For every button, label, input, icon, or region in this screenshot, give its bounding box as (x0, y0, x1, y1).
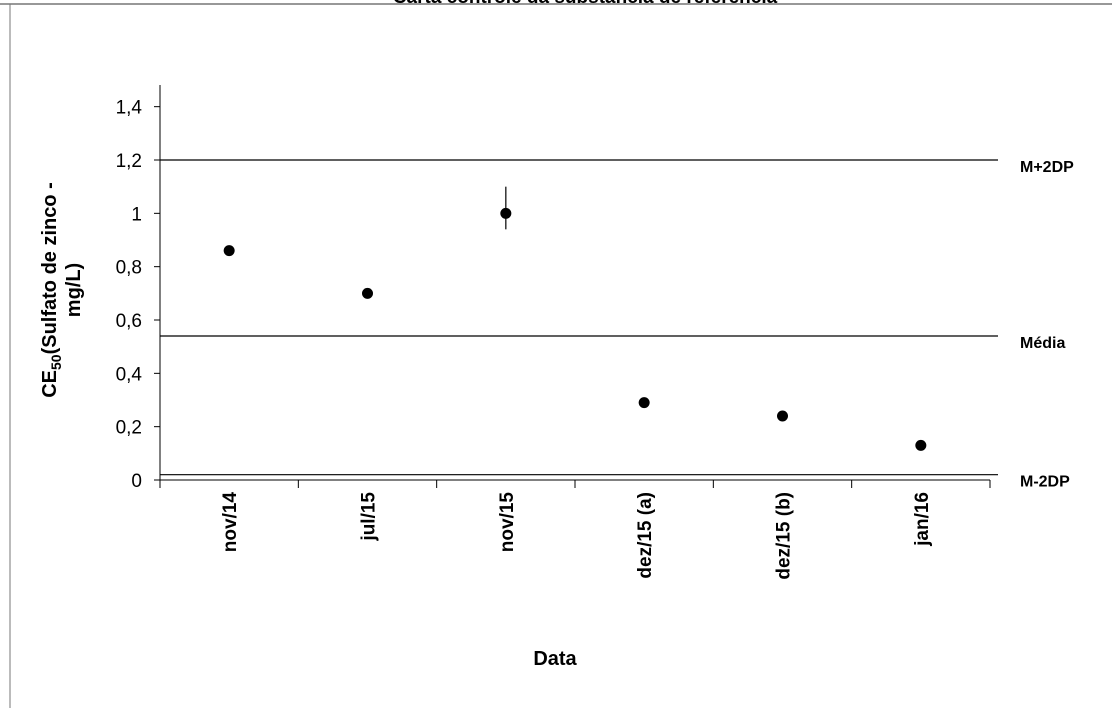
data-point (777, 410, 788, 422)
y-tick-label: 0,8 (116, 258, 142, 279)
chart-title: Carta controle da substância de referênc… (393, 0, 778, 8)
y-tick-label: 0,4 (116, 364, 143, 385)
x-tick-label: jan/16 (912, 492, 933, 547)
data-point (362, 287, 373, 299)
y-label-subscript: 50 (48, 354, 64, 370)
x-tick-label: jul/15 (359, 492, 380, 542)
x-tick-label: nov/14 (220, 492, 241, 553)
x-axis-label: Data (533, 648, 577, 670)
data-point (638, 397, 650, 409)
x-tick-label: dez/15 (a) (635, 492, 656, 579)
y-tick-label: 0 (131, 471, 142, 492)
x-tick-label: nov/15 (497, 492, 518, 553)
data-point (915, 439, 927, 451)
y-tick-label: 0,2 (116, 418, 142, 439)
reference-label: M-2DP (1020, 474, 1070, 491)
y-label-part: CE (39, 370, 61, 398)
data-point (223, 245, 235, 257)
data-point (500, 207, 512, 219)
x-tick-label: dez/15 (b) (774, 492, 795, 580)
reference-label: M+2DP (1020, 159, 1074, 176)
y-tick-label: 1,2 (116, 151, 142, 172)
y-tick-label: 1,4 (116, 98, 143, 119)
y-axis-label-line2: mg/L) (63, 263, 85, 317)
reference-label: Média (1020, 335, 1065, 352)
y-tick-label: 1 (131, 204, 142, 225)
y-axis-label: CE50(Sulfato de zinco - (39, 182, 64, 398)
y-tick-label: 0,6 (116, 311, 142, 332)
y-label-part: (Sulfato de zinco - (39, 182, 61, 354)
